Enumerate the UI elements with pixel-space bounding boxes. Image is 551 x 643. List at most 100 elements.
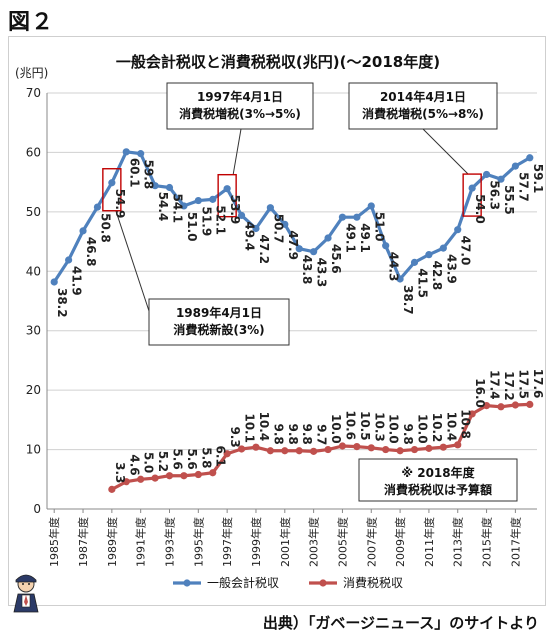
data-label: 10.0 [416, 414, 430, 444]
data-point [252, 443, 260, 451]
y-tick-label: 40 [26, 264, 41, 278]
data-point [50, 278, 58, 286]
data-label: 9.8 [271, 423, 285, 444]
data-point [454, 226, 462, 234]
data-label: 47.0 [459, 236, 473, 266]
data-point [180, 202, 188, 210]
data-point [137, 475, 145, 483]
data-point [137, 150, 145, 158]
x-tick-label: 1985年度 [47, 517, 61, 567]
data-label: 10.8 [459, 409, 473, 439]
legend: 一般会計税収 消費税税収 [173, 575, 403, 590]
data-point [353, 443, 361, 451]
data-label: 10.1 [243, 413, 257, 443]
annotation-text: ※ 2018年度 [401, 465, 475, 480]
annotation-box [166, 82, 314, 130]
data-point [482, 401, 491, 410]
data-label: 59.1 [531, 164, 545, 194]
legend-label: 一般会計税収 [207, 575, 279, 590]
data-point [482, 170, 491, 179]
y-tick-label: 60 [26, 145, 41, 159]
data-point [180, 472, 188, 480]
y-tick-label: 30 [26, 324, 41, 338]
data-point [439, 244, 447, 252]
data-point [338, 213, 347, 221]
x-tick-label: 2003年度 [307, 517, 321, 567]
legend-swatch-marker [183, 579, 191, 587]
data-label: 17.5 [516, 369, 530, 399]
leader-line [115, 210, 150, 312]
data-point [454, 441, 462, 449]
data-label: 9.8 [286, 423, 300, 444]
data-point [194, 196, 202, 205]
data-label: 10.2 [430, 413, 444, 443]
x-tick-label: 1993年度 [163, 517, 177, 567]
data-label: 43.9 [444, 254, 458, 284]
annotation-text: 消費税増税(5%→8%) [362, 106, 484, 121]
data-point [511, 401, 519, 409]
data-point [439, 443, 447, 451]
data-label: 9.7 [315, 424, 329, 445]
data-label: 4.6 [127, 454, 141, 475]
data-label: 53.9 [228, 195, 242, 225]
data-point [295, 245, 303, 253]
data-label: 16.0 [473, 378, 487, 408]
leader-line [422, 128, 469, 175]
x-tick-label: 2015年度 [480, 517, 494, 567]
data-point [266, 447, 274, 455]
data-point [425, 251, 433, 259]
y-axis-ticks: 0 10 20 30 40 50 60 70 [26, 86, 41, 516]
data-point [468, 184, 476, 192]
data-point [151, 474, 159, 482]
data-point [353, 213, 361, 221]
data-labels: 38.241.946.850.854.960.1 59.854.4 54.151.0… [55, 158, 545, 484]
data-label: 51.9 [199, 207, 213, 237]
data-point [237, 445, 246, 453]
y-tick-label: 70 [26, 86, 41, 100]
data-label: 54.0 [473, 194, 487, 224]
data-label: 49.1 [343, 223, 357, 253]
data-point [425, 444, 433, 452]
data-point [165, 472, 174, 480]
data-label: 47.2 [257, 234, 271, 264]
data-label: 5.2 [156, 451, 170, 472]
data-label: 9.8 [401, 423, 415, 444]
legend-label: 消費税税収 [343, 575, 403, 590]
data-label: 42.8 [430, 261, 444, 291]
data-point [237, 211, 246, 220]
x-tick-label: 2009年度 [393, 517, 407, 567]
x-tick-label: 2011年度 [422, 517, 436, 567]
highlight-boxes [102, 168, 482, 218]
data-label: 38.2 [55, 288, 69, 318]
data-label: 10.4 [444, 412, 458, 442]
data-point [382, 445, 390, 454]
gridlines [46, 92, 537, 510]
data-point [108, 179, 116, 187]
data-point [511, 162, 519, 170]
chart-title: 一般会計税収と消費税税収(兆円)(～2018年度) [116, 53, 440, 71]
data-label: 17.2 [502, 371, 516, 401]
data-label: 43.3 [315, 258, 329, 288]
y-tick-label: 50 [26, 205, 41, 219]
data-label: 60.1 [127, 158, 141, 188]
x-tick-label: 2005年度 [335, 517, 349, 567]
data-label: 54.9 [113, 189, 127, 219]
annotation-text: 消費税税収は予算額 [384, 482, 492, 497]
x-tick-label: 1999年度 [249, 517, 263, 567]
data-point [79, 227, 87, 235]
data-point [497, 175, 505, 183]
data-point [382, 242, 390, 250]
figure-label: 図２ [8, 10, 55, 35]
data-label: 9.3 [228, 426, 242, 447]
x-tick-label: 1995年度 [191, 517, 205, 567]
data-point [497, 403, 505, 411]
data-label: 44.3 [387, 252, 401, 282]
data-label: 50.7 [271, 214, 285, 244]
annotation-box [148, 298, 290, 346]
data-point [65, 256, 73, 264]
source-note: 出典）「ガベージニュース」のサイトより [262, 614, 539, 632]
data-label: 17.6 [531, 369, 545, 399]
x-tick-label: 1987年度 [76, 517, 90, 567]
data-point [108, 485, 116, 493]
